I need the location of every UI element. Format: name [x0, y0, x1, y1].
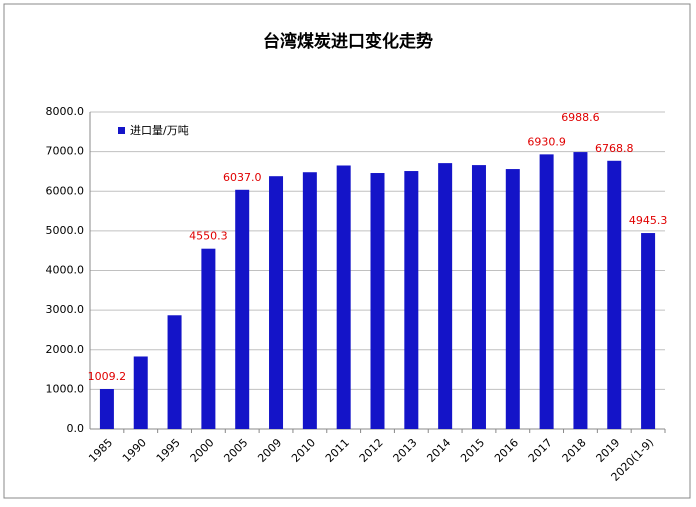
- y-tick-label: 2000.0: [46, 343, 85, 356]
- y-tick-label: 3000.0: [46, 303, 85, 316]
- y-tick-label: 1000.0: [46, 382, 85, 395]
- bar: [269, 176, 284, 429]
- data-label: 4550.3: [189, 230, 228, 243]
- bar: [539, 154, 554, 429]
- bar: [167, 315, 182, 429]
- legend-swatch: [118, 127, 125, 134]
- bar: [336, 165, 351, 429]
- data-label: 6988.6: [561, 111, 600, 124]
- y-tick-label: 4000.0: [46, 264, 85, 277]
- y-tick-label: 5000.0: [46, 224, 85, 237]
- bar: [573, 152, 588, 429]
- y-tick-label: 8000.0: [46, 105, 85, 118]
- y-tick-label: 7000.0: [46, 145, 85, 158]
- data-label: 1009.2: [88, 370, 127, 383]
- bar: [607, 160, 622, 429]
- data-label: 6930.9: [527, 135, 566, 148]
- bar: [302, 172, 317, 430]
- bar: [505, 169, 520, 429]
- data-label: 6037.0: [223, 171, 262, 184]
- bar: [471, 165, 486, 429]
- chart-title: 台湾煤炭进口变化走势: [263, 31, 433, 52]
- data-label: 4945.3: [629, 214, 668, 227]
- bar: [438, 163, 453, 429]
- data-label: 6768.8: [595, 142, 634, 155]
- bar: [201, 248, 216, 429]
- bar: [404, 171, 419, 429]
- y-tick-label: 0.0: [67, 422, 85, 435]
- bar: [235, 189, 250, 429]
- bar: [641, 233, 656, 429]
- bar: [133, 356, 148, 429]
- legend-label: 进口量/万吨: [130, 124, 189, 137]
- y-tick-label: 6000.0: [46, 184, 85, 197]
- bar: [370, 173, 385, 429]
- bar: [99, 389, 114, 429]
